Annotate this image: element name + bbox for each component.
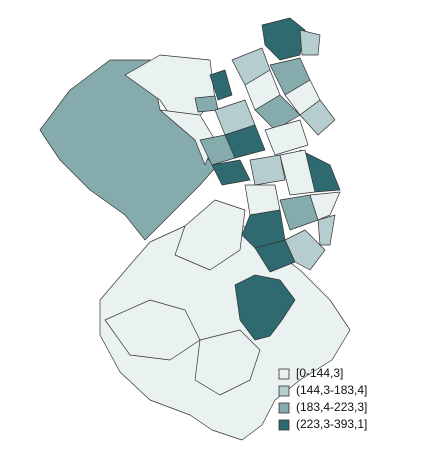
legend-label: [0-144,3] — [296, 366, 343, 380]
regions — [39, 17, 351, 441]
legend-swatch — [278, 419, 290, 431]
region — [194, 95, 219, 113]
region — [234, 274, 296, 341]
region — [209, 69, 233, 101]
region — [261, 17, 306, 61]
region — [211, 159, 251, 186]
region — [309, 191, 341, 221]
region — [199, 134, 236, 166]
region — [299, 99, 336, 136]
legend-swatch — [278, 385, 290, 397]
legend-label: (144,3-183,4] — [296, 383, 367, 397]
region — [254, 94, 301, 131]
region — [254, 239, 296, 273]
region — [194, 329, 261, 396]
legend-label: (183,4-223,3] — [296, 400, 367, 414]
region — [299, 29, 321, 56]
region — [279, 149, 316, 196]
region — [264, 119, 309, 156]
region — [317, 214, 336, 246]
region — [249, 154, 286, 186]
region — [174, 199, 246, 271]
region — [39, 59, 216, 241]
region — [244, 184, 281, 216]
legend-label: (223,3-393,1] — [296, 417, 367, 431]
legend-swatch — [278, 402, 290, 414]
legend: [0-144,3] (144,3-183,4] (183,4-223,3] (223,… — [278, 366, 367, 431]
legend-swatch — [278, 368, 290, 380]
